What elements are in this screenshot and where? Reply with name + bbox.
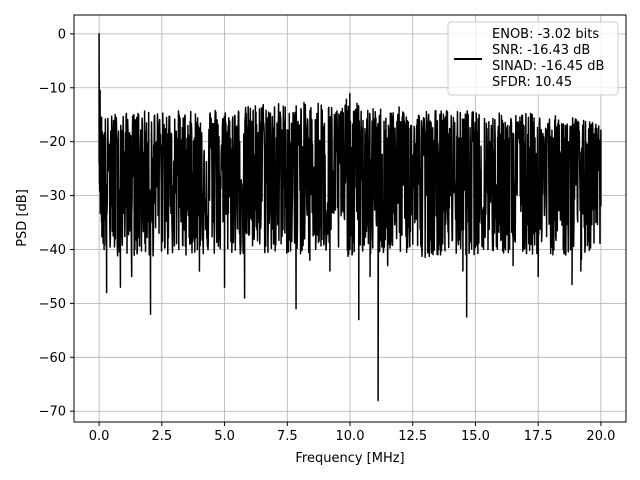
x-tick-label: 12.5 bbox=[398, 429, 427, 444]
y-axis-label: PSD [dB] bbox=[15, 189, 30, 247]
y-tick-label: −40 bbox=[39, 243, 66, 258]
x-tick-label: 10.0 bbox=[336, 429, 365, 444]
y-tick-label: −10 bbox=[39, 81, 66, 96]
y-tick-label: −20 bbox=[39, 135, 66, 150]
psd-series-line bbox=[98, 33, 602, 402]
x-tick-label: 20.0 bbox=[586, 429, 615, 444]
x-tick-label: 5.0 bbox=[214, 429, 235, 444]
x-axis-ticks: 0.0 2.5 5.0 7.5 10.0 12.5 15.0 17.5 20.0 bbox=[89, 422, 615, 444]
legend-sfdr: SFDR: 10.45 bbox=[492, 75, 572, 90]
legend-sinad: SINAD: -16.45 dB bbox=[492, 59, 604, 74]
x-tick-label: 7.5 bbox=[277, 429, 298, 444]
y-tick-label: −50 bbox=[39, 297, 66, 312]
legend-enob: ENOB: -3.02 bits bbox=[492, 27, 599, 42]
x-tick-label: 2.5 bbox=[151, 429, 172, 444]
x-tick-label: 0.0 bbox=[89, 429, 110, 444]
legend: ENOB: -3.02 bits SNR: -16.43 dB SINAD: -… bbox=[447, 21, 619, 96]
legend-snr: SNR: -16.43 dB bbox=[492, 43, 590, 58]
y-tick-label: 0 bbox=[58, 27, 66, 42]
x-tick-label: 17.5 bbox=[524, 429, 553, 444]
x-tick-label: 15.0 bbox=[461, 429, 490, 444]
y-tick-label: −60 bbox=[39, 351, 66, 366]
y-axis-ticks: 0 −10 −20 −30 −40 −50 −60 −70 bbox=[39, 27, 74, 420]
y-tick-label: −70 bbox=[39, 405, 66, 420]
x-axis-label: Frequency [MHz] bbox=[295, 451, 404, 466]
y-tick-label: −30 bbox=[39, 189, 66, 204]
legend-box bbox=[447, 21, 619, 96]
series-layer bbox=[98, 33, 602, 402]
